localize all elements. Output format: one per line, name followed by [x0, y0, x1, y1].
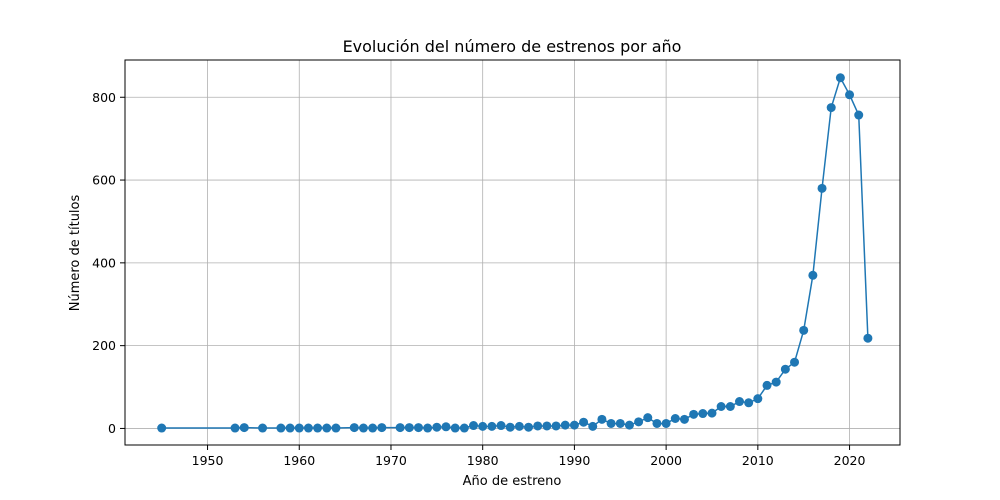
data-point — [230, 423, 240, 433]
x-tick-label: 1980 — [467, 453, 499, 468]
data-point — [661, 418, 671, 428]
data-point — [358, 423, 368, 433]
x-tick-label: 1970 — [375, 453, 407, 468]
data-point — [716, 402, 726, 411]
data-points — [157, 73, 873, 433]
data-point — [349, 423, 359, 433]
x-tick-label: 1990 — [559, 453, 591, 468]
data-point — [432, 422, 442, 432]
chart-title: Evolución del número de estrenos por año — [343, 37, 682, 56]
data-point — [588, 421, 598, 431]
data-point — [331, 423, 341, 433]
data-point — [368, 423, 378, 433]
data-point — [863, 333, 873, 343]
data-point — [624, 420, 634, 430]
data-point — [780, 364, 790, 374]
data-point — [771, 377, 781, 387]
data-point — [322, 423, 332, 433]
data-point — [753, 394, 763, 404]
data-point — [799, 325, 809, 335]
data-point — [560, 420, 570, 430]
data-point — [294, 423, 304, 433]
data-point — [459, 423, 469, 433]
data-point — [524, 422, 534, 432]
data-point — [395, 423, 405, 433]
data-point — [808, 270, 818, 280]
y-tick-label: 400 — [92, 255, 116, 270]
y-tick-label: 600 — [92, 173, 116, 188]
plot-frame — [124, 59, 901, 446]
data-point — [670, 414, 680, 424]
data-point — [597, 414, 607, 424]
data-point — [790, 357, 800, 367]
data-point — [514, 421, 524, 431]
data-point — [478, 421, 488, 431]
data-point — [157, 423, 167, 433]
data-point — [303, 423, 313, 433]
data-point — [258, 423, 268, 433]
data-point — [423, 423, 433, 433]
data-point — [652, 418, 662, 428]
data-point — [826, 103, 836, 113]
data-point — [817, 183, 827, 193]
data-point — [533, 421, 543, 431]
data-point — [854, 110, 864, 120]
data-point — [579, 417, 589, 427]
series-line — [161, 75, 869, 429]
data-point — [725, 402, 735, 411]
data-point — [239, 423, 249, 433]
data-point — [413, 423, 423, 433]
x-tick-label: 1960 — [283, 453, 315, 468]
x-tick-label: 2010 — [742, 453, 774, 468]
data-point — [469, 421, 479, 431]
data-point — [698, 409, 708, 419]
data-point — [551, 421, 561, 431]
data-point — [679, 414, 689, 424]
data-point — [569, 420, 579, 430]
data-point — [505, 422, 515, 432]
x-tick-label: 1950 — [192, 453, 224, 468]
data-point — [606, 418, 616, 428]
data-point — [542, 421, 552, 431]
data-point — [744, 398, 754, 408]
y-tick-label: 200 — [92, 338, 116, 353]
data-point — [496, 421, 506, 431]
data-point — [404, 423, 414, 433]
axes: 1950 1960 1970 1980 1990 2000 2010 2020 0 200 400 6… — [92, 59, 901, 468]
x-axis-label: Año de estreno — [463, 474, 562, 489]
x-tick-label: 2000 — [650, 453, 682, 468]
grid — [125, 60, 900, 445]
data-point — [276, 423, 286, 433]
y-axis-label: Número de títulos — [68, 195, 83, 312]
data-point — [634, 417, 644, 427]
data-point — [835, 73, 845, 83]
data-point — [487, 421, 497, 431]
data-point — [734, 397, 744, 407]
y-tick-label: 800 — [92, 90, 116, 105]
data-point — [441, 422, 451, 432]
data-point — [707, 408, 717, 418]
data-point — [450, 423, 460, 433]
data-point — [845, 90, 855, 100]
x-tick-label: 2020 — [834, 453, 866, 468]
data-point — [762, 380, 772, 390]
data-point — [615, 418, 625, 428]
data-point — [689, 409, 699, 419]
data-point — [285, 423, 295, 433]
data-point — [313, 423, 323, 433]
data-point — [643, 413, 653, 423]
y-tick-label: 0 — [108, 421, 116, 436]
data-point — [377, 423, 387, 433]
